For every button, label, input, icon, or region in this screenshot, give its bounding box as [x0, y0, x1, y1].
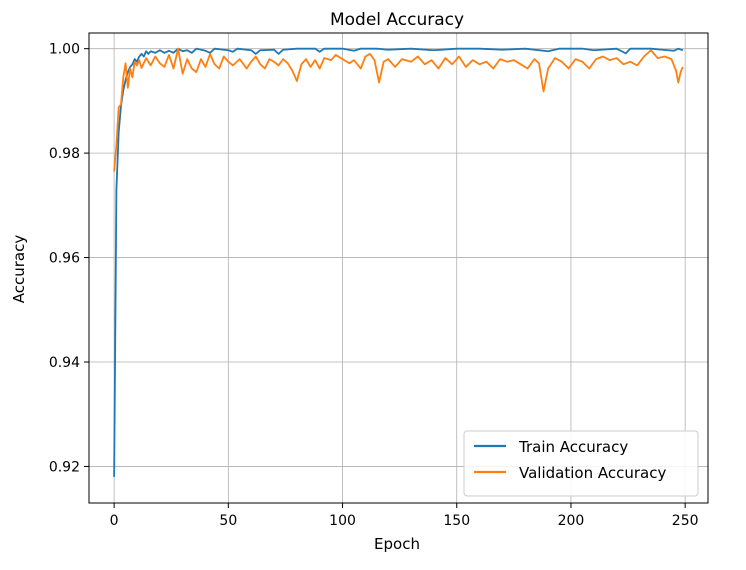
validation-accuracy-line	[113, 47, 684, 172]
chart-title: Model Accuracy	[330, 10, 464, 30]
legend-label-train: Train Accuracy	[518, 438, 628, 456]
legend-box	[463, 430, 699, 497]
x-tick-label: 150	[443, 513, 470, 529]
plot-area	[89, 33, 708, 503]
x-tick-label: 0	[110, 513, 119, 529]
x-tick-label: 250	[672, 513, 699, 529]
x-axis-title: Epoch	[374, 535, 420, 553]
series-lines	[113, 47, 684, 477]
y-tick-label: 0.92	[49, 459, 80, 475]
y-tick-label: 0.98	[49, 146, 80, 162]
x-tick-label: 50	[219, 513, 237, 529]
legend: Train Accuracy Validation Accuracy	[463, 430, 699, 497]
plot-frame	[88, 32, 709, 504]
y-axis-title: Accuracy	[10, 235, 28, 304]
x-tick-label: 200	[558, 513, 585, 529]
y-tick-label: 0.96	[49, 251, 80, 267]
legend-label-validation: Validation Accuracy	[519, 464, 666, 482]
train-accuracy-line	[113, 47, 684, 477]
y-tick-label: 1.00	[49, 42, 80, 58]
axis-ticks: 0 50 100 150 200 250 0.92 0.94 0.96 0.98 1.00	[49, 42, 699, 529]
x-tick-label: 100	[329, 513, 356, 529]
y-tick-label: 0.94	[49, 355, 80, 371]
